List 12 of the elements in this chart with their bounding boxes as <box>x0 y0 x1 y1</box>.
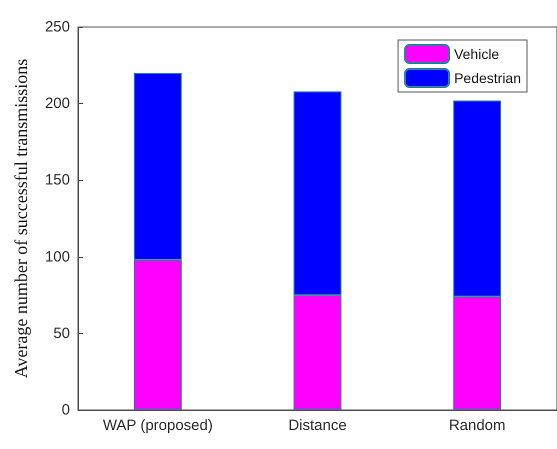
x-tick-label: Random <box>448 417 506 434</box>
y-tick-label: 50 <box>53 324 70 342</box>
legend-label: Pedestrian <box>454 70 522 86</box>
x-tick-label: Distance <box>288 417 347 434</box>
y-tick-label: 0 <box>62 402 70 418</box>
y-tick-label: 250 <box>44 18 70 36</box>
y-tick-label: 100 <box>44 248 70 266</box>
y-tick-label: 200 <box>44 95 70 112</box>
x-tick-label: WAP (proposed) <box>102 417 213 434</box>
y-axis-title: Average number of successful transmissions <box>11 58 31 378</box>
y-tick-label: 150 <box>44 172 70 189</box>
legend-label: Vehicle <box>454 46 500 62</box>
